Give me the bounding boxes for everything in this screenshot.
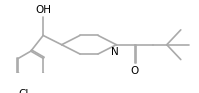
Text: OH: OH: [35, 5, 51, 15]
Text: N: N: [111, 47, 119, 57]
Text: O: O: [130, 66, 139, 76]
Text: Cl: Cl: [19, 89, 29, 93]
